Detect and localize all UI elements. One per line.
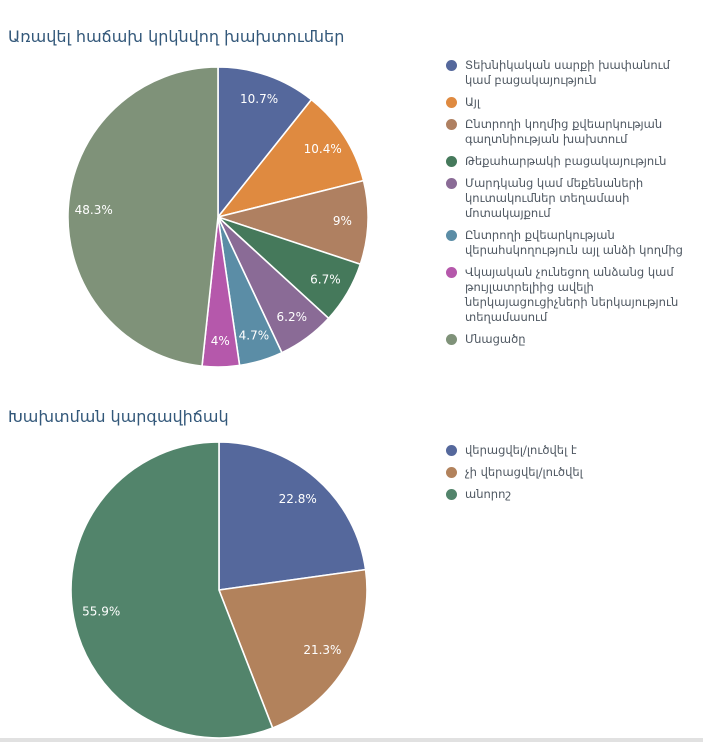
chart1-title: Առավել հաճախ կրկնվող խախտումներ xyxy=(8,27,345,46)
legend-swatch-icon xyxy=(446,97,457,108)
chart1-legend: Տեխնիկական սարքի խափանում կամ բացակայութ… xyxy=(446,58,686,354)
pie-chart-violations: 10.7% 10.4% 9% 6.7% 6.2% 4.7% 4% 48.3% xyxy=(68,67,368,367)
legend-item[interactable]: վերացվել/լուծվել է xyxy=(446,443,686,458)
legend-item[interactable]: Այլ xyxy=(446,95,686,110)
slice-percentage-label: 4% xyxy=(211,334,230,348)
legend-swatch-icon xyxy=(446,119,457,130)
slice-percentage-label: 10.7% xyxy=(240,92,278,106)
legend-item-label: Այլ xyxy=(465,95,481,109)
chart2-title: Խախտման կարգավիճակ xyxy=(8,407,229,426)
pie-slice[interactable] xyxy=(70,441,274,739)
slice-percentage-label: 22.8% xyxy=(279,492,317,506)
slice-percentage-label: 9% xyxy=(333,214,352,228)
legend-item-label: վերացվել/լուծվել է xyxy=(465,443,577,457)
legend-item[interactable]: Մարդկանց կամ մեքենաների կուտակումներ տեղ… xyxy=(446,176,686,221)
pie-slice[interactable] xyxy=(218,441,367,591)
chart2-legend: վերացվել/լուծվել է չի վերացվել/լուծվել անո… xyxy=(446,443,686,509)
legend-item-label: անորոշ xyxy=(465,487,512,501)
legend-item-label: Թեքահարթակի բացակայություն xyxy=(465,154,667,168)
legend-swatch-icon xyxy=(446,230,457,241)
slice-percentage-label: 6.2% xyxy=(277,310,308,324)
slice-percentage-label: 4.7% xyxy=(239,329,270,343)
legend-item[interactable]: անորոշ xyxy=(446,487,686,502)
bottom-divider xyxy=(0,738,703,742)
legend-item[interactable]: Տեխնիկական սարքի խափանում կամ բացակայութ… xyxy=(446,58,686,88)
pie-slice[interactable] xyxy=(218,568,368,729)
legend-swatch-icon xyxy=(446,467,457,478)
pie-slice[interactable] xyxy=(217,98,365,218)
pie-slice[interactable] xyxy=(68,67,219,367)
legend-swatch-icon xyxy=(446,156,457,167)
legend-swatch-icon xyxy=(446,489,457,500)
legend-item[interactable]: չի վերացվել/լուծվել xyxy=(446,465,686,480)
legend-swatch-icon xyxy=(446,334,457,345)
legend-swatch-icon xyxy=(446,60,457,71)
pie-chart-status: 22.8% 21.3% 55.9% xyxy=(70,441,368,739)
legend-item[interactable]: Վկայական չունեցող անձանց կամ թույլատրելի… xyxy=(446,265,686,325)
legend-swatch-icon xyxy=(446,267,457,278)
pie-slice[interactable] xyxy=(217,67,313,218)
pie-slice[interactable] xyxy=(217,179,368,266)
slice-percentage-label: 48.3% xyxy=(75,203,113,217)
legend-swatch-icon xyxy=(446,445,457,456)
slice-percentage-label: 21.3% xyxy=(303,643,341,657)
legend-item[interactable]: Թեքահարթակի բացակայություն xyxy=(446,154,686,169)
slice-percentage-label: 10.4% xyxy=(304,142,342,156)
legend-item[interactable]: Ընտրողի կողմից քվեարկության գաղտնիության… xyxy=(446,117,686,147)
legend-item-label: չի վերացվել/լուծվել xyxy=(465,465,583,479)
slice-percentage-label: 55.9% xyxy=(82,605,120,619)
slice-percentage-label: 6.7% xyxy=(310,273,341,287)
legend-item-label: Վկայական չունեցող անձանց կամ թույլատրելի… xyxy=(465,265,679,324)
legend-swatch-icon xyxy=(446,178,457,189)
legend-item[interactable]: Ընտրողի քվեարկության վերահսկողություն այ… xyxy=(446,228,686,258)
legend-item[interactable]: Մնացածը xyxy=(446,332,686,347)
legend-item-label: Տեխնիկական սարքի խափանում կամ բացակայութ… xyxy=(465,58,670,87)
legend-item-label: Ընտրողի կողմից քվեարկության գաղտնիության… xyxy=(465,117,663,146)
legend-item-label: Մարդկանց կամ մեքենաների կուտակումներ տեղ… xyxy=(465,176,644,220)
legend-item-label: Ընտրողի քվեարկության վերահսկողություն այ… xyxy=(465,228,683,257)
legend-item-label: Մնացածը xyxy=(465,332,526,346)
